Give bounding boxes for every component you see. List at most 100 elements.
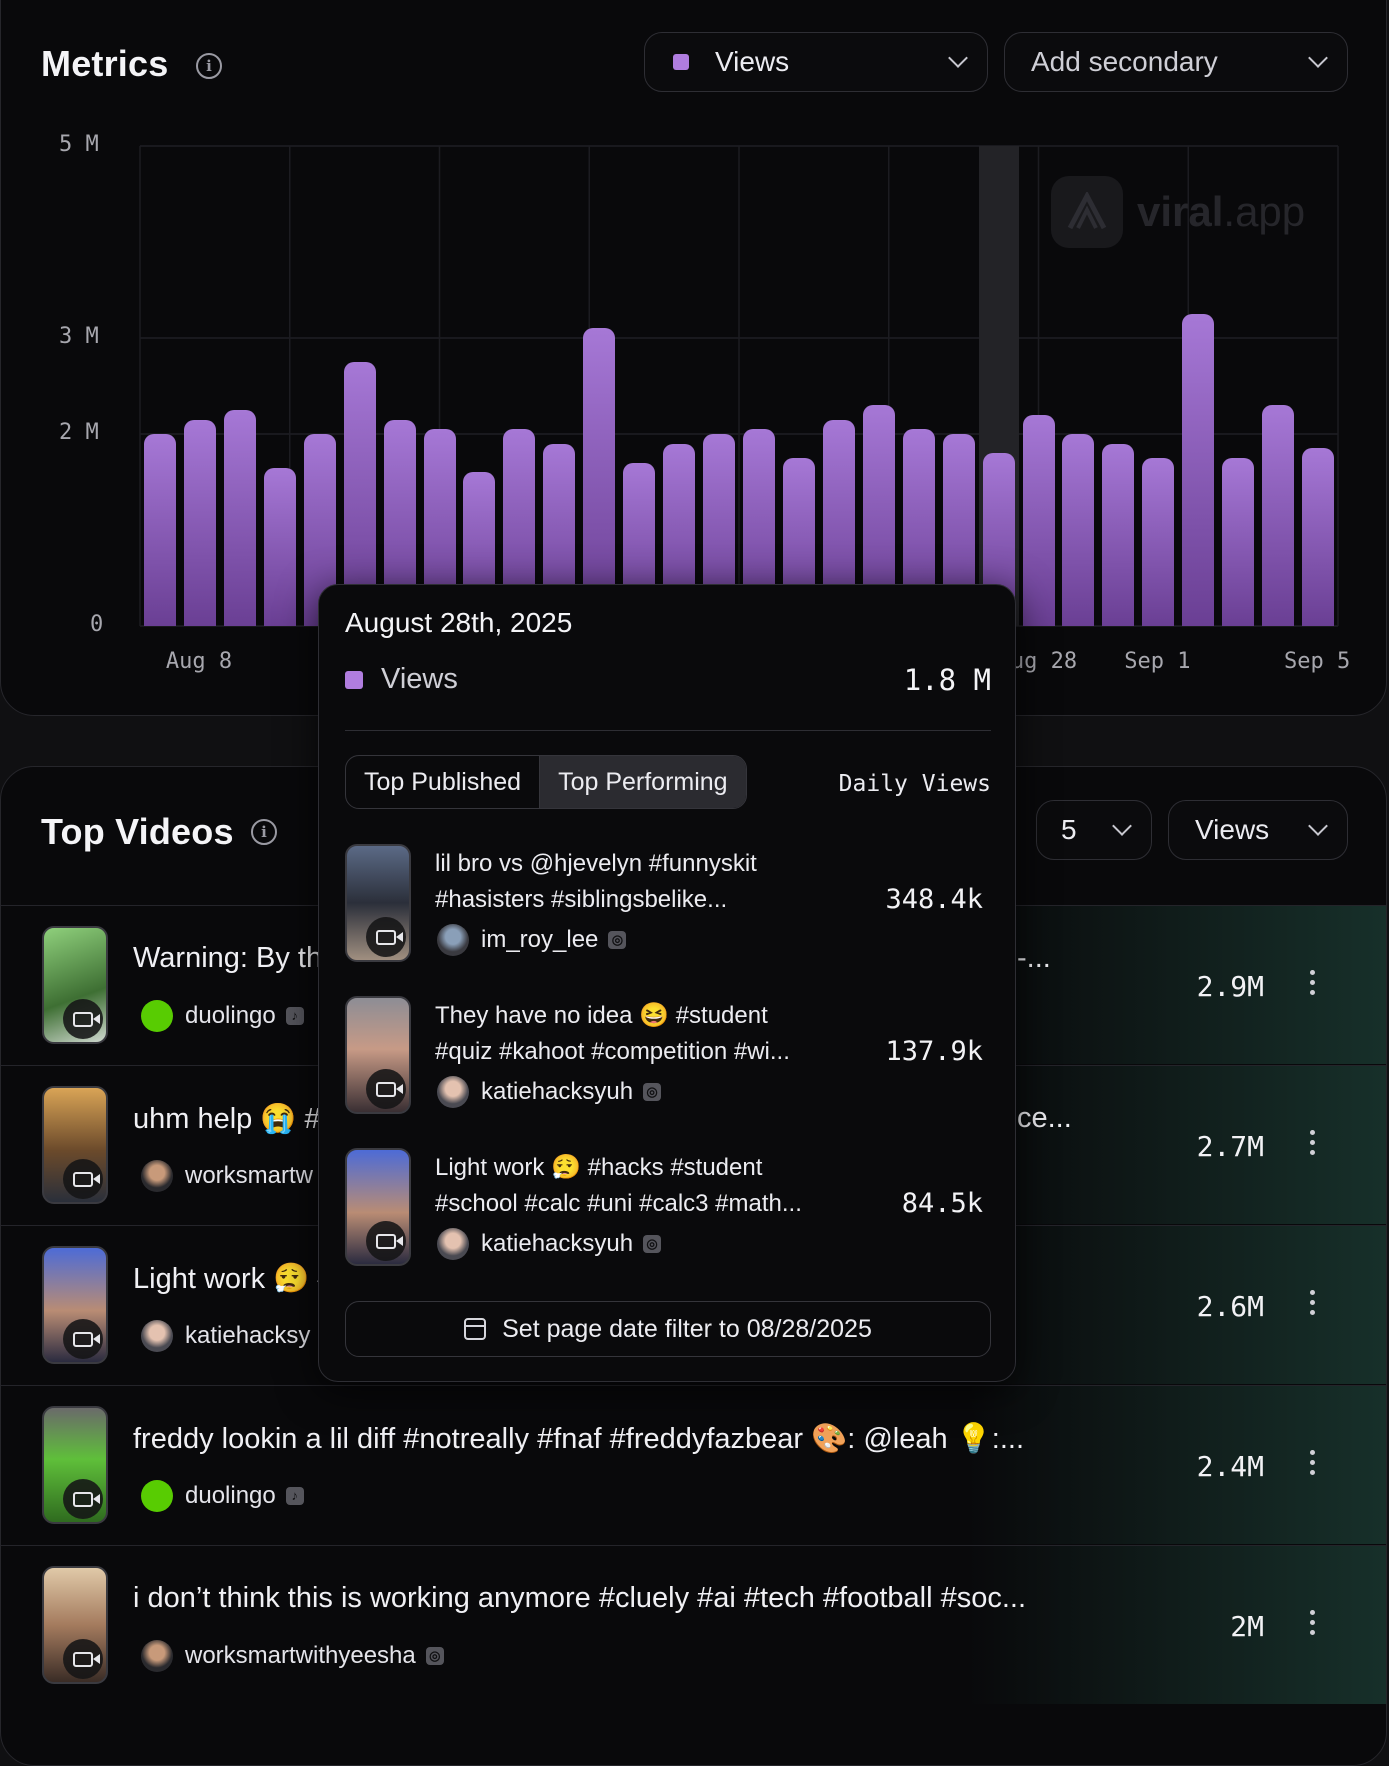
info-icon[interactable]: i — [251, 819, 277, 845]
watermark: viral.app — [1051, 176, 1305, 248]
tab-top-performing[interactable]: Top Performing — [539, 756, 746, 808]
row-highlight — [968, 1226, 1386, 1384]
row-highlight — [968, 906, 1386, 1064]
video-author: im_roy_lee ◎ — [437, 924, 627, 956]
tooltip-video-item[interactable]: lil bro vs @hjevelyn #funnyskit #hasister… — [345, 844, 995, 964]
video-camera-icon — [63, 1479, 103, 1519]
video-title-line: #quiz #kahoot #competition #wi... — [435, 1038, 790, 1065]
video-views: 2.9M — [1196, 970, 1264, 1003]
video-title: They have no idea 😆 #student #quiz #kahoo… — [435, 998, 835, 1070]
y-tick-label: 2 M — [59, 420, 99, 445]
video-camera-icon — [366, 1221, 406, 1261]
info-icon[interactable]: i — [196, 53, 222, 79]
instagram-icon: ◎ — [425, 1647, 444, 1665]
primary-metric-dropdown[interactable]: Views — [644, 32, 988, 92]
video-row[interactable]: freddy lookin a lil diff #notreally #fna… — [1, 1385, 1386, 1544]
set-date-filter-button[interactable]: Set page date filter to 08/28/2025 — [345, 1301, 991, 1357]
bar[interactable] — [1102, 443, 1135, 626]
chart-grid — [139, 145, 1339, 627]
more-options-icon[interactable] — [1310, 970, 1316, 995]
video-author[interactable]: worksmartw — [141, 1160, 313, 1192]
row-highlight — [968, 1066, 1386, 1224]
bar[interactable] — [223, 410, 256, 626]
bar[interactable] — [1142, 458, 1175, 626]
video-title-line: Light work 😮‍💨 #hacks #student — [435, 1154, 763, 1181]
sort-metric-dropdown[interactable]: Views — [1168, 800, 1348, 860]
video-title-line: lil bro vs @hjevelyn #funnyskit — [435, 850, 757, 877]
bar[interactable] — [1182, 314, 1215, 626]
tooltip-date: August 28th, 2025 — [345, 607, 573, 638]
video-thumbnail[interactable] — [42, 1566, 108, 1684]
video-title-tail: -... — [1017, 942, 1051, 974]
video-thumbnail[interactable] — [345, 1148, 411, 1266]
tooltip-video-item[interactable]: They have no idea 😆 #student #quiz #kahoo… — [345, 996, 995, 1116]
viral-logo-icon — [1051, 176, 1123, 248]
video-thumbnail[interactable] — [42, 1246, 108, 1364]
bar[interactable] — [143, 434, 176, 626]
chevron-down-icon — [1308, 816, 1328, 836]
count-dropdown[interactable]: 5 — [1036, 800, 1152, 860]
bar[interactable] — [343, 362, 376, 626]
y-tick-label: 5 M — [59, 132, 99, 157]
video-title[interactable]: Light work 😮‍💨 # — [133, 1263, 334, 1295]
video-views: 2.7M — [1196, 1130, 1264, 1163]
video-title-line: #hasisters #siblingsbelike... — [435, 886, 728, 913]
author-name: duolingo — [185, 1482, 276, 1509]
avatar — [141, 1160, 173, 1192]
video-thumbnail[interactable] — [345, 844, 411, 962]
tooltip-tabs: Top Published Top Performing — [345, 755, 747, 809]
more-options-icon[interactable] — [1310, 1610, 1316, 1635]
bar[interactable] — [583, 328, 616, 626]
chart-tooltip: August 28th, 2025 Views 1.8 M Top Publis… — [318, 584, 1016, 1382]
video-views: 2.4M — [1196, 1450, 1264, 1483]
more-options-icon[interactable] — [1310, 1290, 1316, 1315]
video-title-line: #school #calc #uni #calc3 #math... — [435, 1190, 802, 1217]
video-daily-views: 348.4k — [885, 884, 983, 915]
video-title: lil bro vs @hjevelyn #funnyskit #hasister… — [435, 846, 835, 918]
bar[interactable] — [1302, 448, 1335, 626]
video-thumbnail[interactable] — [345, 996, 411, 1114]
bar[interactable] — [1222, 458, 1255, 626]
author-name: katiehacksyuh — [481, 1230, 634, 1257]
video-author[interactable]: duolingo ♪ — [141, 1480, 304, 1512]
metric-color-swatch — [345, 671, 363, 689]
bar[interactable] — [1062, 434, 1095, 626]
bar[interactable] — [1022, 414, 1055, 626]
more-options-icon[interactable] — [1310, 1450, 1316, 1475]
video-title[interactable]: freddy lookin a lil diff #notreally #fna… — [133, 1423, 1025, 1455]
calendar-icon — [464, 1318, 487, 1340]
video-title[interactable]: uhm help 😭 # — [133, 1103, 321, 1135]
video-title[interactable]: i don’t think this is working anymore #c… — [133, 1582, 1027, 1614]
secondary-metric-label: Add secondary — [1031, 46, 1218, 77]
video-row[interactable]: i don’t think this is working anymore #c… — [1, 1545, 1386, 1704]
video-author[interactable]: katiehacksy — [141, 1320, 310, 1352]
video-row[interactable]: Warning: By th -... duolingo ♪ 2.9M — [1, 905, 1386, 1064]
tooltip-video-item[interactable]: Light work 😮‍💨 #hacks #student #school #c… — [345, 1148, 995, 1268]
video-thumbnail[interactable] — [42, 1406, 108, 1524]
author-name: duolingo — [185, 1002, 276, 1029]
x-tick-label: Sep 5 — [1284, 649, 1351, 674]
secondary-metric-dropdown[interactable]: Add secondary — [1004, 32, 1348, 92]
video-title[interactable]: Warning: By th — [133, 942, 323, 974]
instagram-icon: ◎ — [608, 931, 627, 949]
avatar — [437, 1228, 469, 1260]
bar[interactable] — [183, 419, 216, 626]
author-name: worksmartwithyeesha — [185, 1642, 416, 1669]
bar[interactable] — [263, 467, 296, 626]
video-author: katiehacksyuh ◎ — [437, 1228, 662, 1260]
tab-top-published[interactable]: Top Published — [364, 768, 522, 796]
tooltip-metric-label: Views — [381, 663, 458, 695]
video-thumbnail[interactable] — [42, 1086, 108, 1204]
video-row[interactable]: uhm help 😭 # ce... worksmartw 2.7M — [1, 1065, 1386, 1224]
bar[interactable] — [1262, 405, 1295, 626]
video-thumbnail[interactable] — [42, 926, 108, 1044]
video-author[interactable]: worksmartwithyeesha ◎ — [141, 1640, 444, 1672]
count-value: 5 — [1061, 814, 1077, 845]
video-daily-views: 84.5k — [901, 1188, 983, 1219]
video-author[interactable]: duolingo ♪ — [141, 1000, 304, 1032]
author-name: katiehacksyuh — [481, 1078, 634, 1105]
video-camera-icon — [63, 999, 103, 1039]
author-name: katiehacksy — [185, 1322, 311, 1349]
more-options-icon[interactable] — [1310, 1130, 1316, 1155]
